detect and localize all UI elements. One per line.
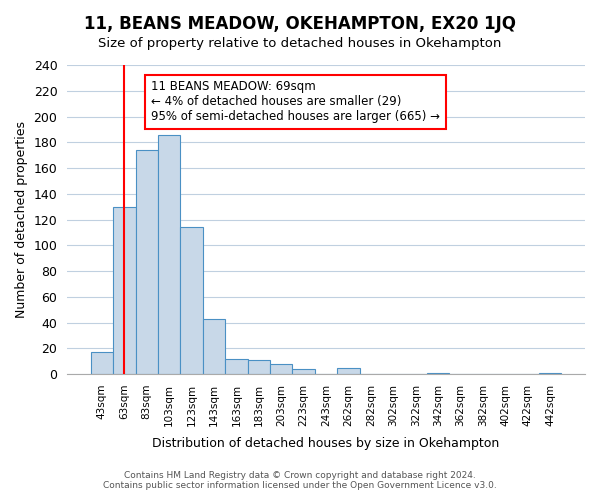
Y-axis label: Number of detached properties: Number of detached properties	[15, 121, 28, 318]
Bar	[91, 352, 113, 374]
Bar	[203, 318, 225, 374]
Bar	[181, 227, 203, 374]
Bar	[539, 373, 562, 374]
Bar	[225, 358, 248, 374]
Text: Size of property relative to detached houses in Okehampton: Size of property relative to detached ho…	[98, 38, 502, 51]
Bar	[113, 206, 136, 374]
Text: Contains HM Land Registry data © Crown copyright and database right 2024.
Contai: Contains HM Land Registry data © Crown c…	[103, 470, 497, 490]
Text: 11, BEANS MEADOW, OKEHAMPTON, EX20 1JQ: 11, BEANS MEADOW, OKEHAMPTON, EX20 1JQ	[84, 15, 516, 33]
Bar	[427, 373, 449, 374]
Bar	[136, 150, 158, 374]
Bar	[270, 364, 292, 374]
Text: 11 BEANS MEADOW: 69sqm
← 4% of detached houses are smaller (29)
95% of semi-deta: 11 BEANS MEADOW: 69sqm ← 4% of detached …	[151, 80, 440, 124]
Bar	[248, 360, 270, 374]
Bar	[292, 369, 315, 374]
Bar	[158, 134, 181, 374]
X-axis label: Distribution of detached houses by size in Okehampton: Distribution of detached houses by size …	[152, 437, 500, 450]
Bar	[337, 368, 360, 374]
